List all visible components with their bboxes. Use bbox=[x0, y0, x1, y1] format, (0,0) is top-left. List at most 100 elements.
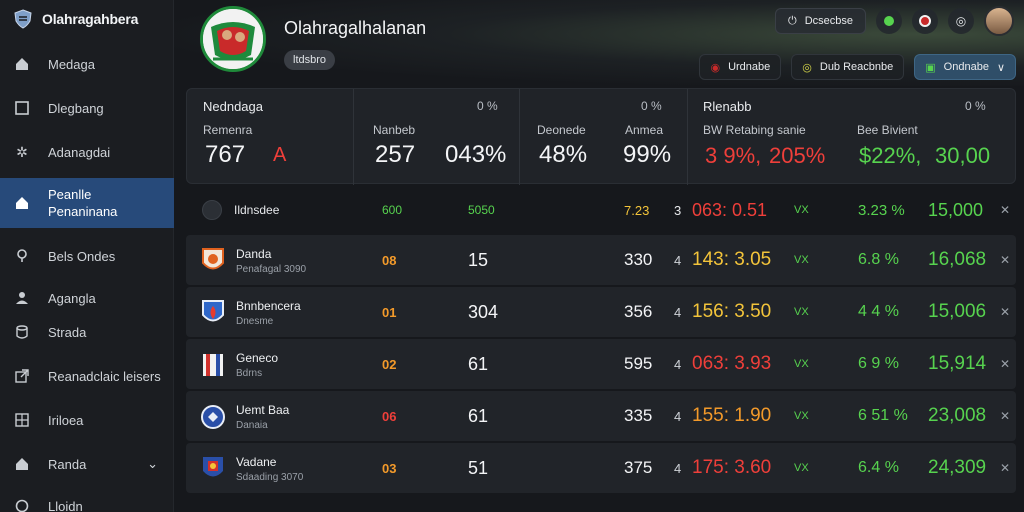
summary-panel: Nedndaga Remenra 767 A Nanbeb 0 % 257 04… bbox=[186, 88, 1016, 185]
column-header-4[interactable]: 063: 0.51 bbox=[692, 199, 768, 220]
summary-value-3: $22%, bbox=[859, 143, 922, 168]
column-header-1[interactable]: 600 bbox=[382, 203, 403, 217]
sidebar-item-label-2: Penaninana bbox=[48, 204, 118, 219]
vx-label: VX bbox=[794, 358, 809, 370]
summary-section-4: Rlenabb 0 % BW Retabing sanie Bee Bivien… bbox=[703, 89, 1003, 185]
page-title: Olahragalhalanan bbox=[284, 18, 427, 38]
sidebar-item-bels-ondes[interactable]: Bels Ondes bbox=[0, 234, 174, 278]
table-row[interactable]: Geneco Bdrns 02 61 595 4 063: 3.93 VX 6 … bbox=[186, 339, 1016, 389]
sidebar-item-medaga[interactable]: Medaga bbox=[0, 42, 174, 86]
vx-label: VX bbox=[794, 254, 809, 266]
column-header-team[interactable]: Ildnsdee bbox=[234, 203, 280, 217]
odds-value[interactable]: 175: 3.60 bbox=[692, 457, 772, 478]
value-cell: 356 bbox=[624, 302, 653, 321]
team-name[interactable]: Uemt Baa bbox=[236, 403, 290, 417]
change-value: 4 4 % bbox=[858, 303, 899, 320]
table-row[interactable]: Vadane Sdaading 3070 03 51 375 4 175: 3.… bbox=[186, 443, 1016, 493]
column-header-3[interactable]: 7.23 bbox=[624, 202, 650, 218]
sidebar-item-agangla[interactable]: Agangla bbox=[0, 276, 174, 320]
summary-section-3: Deonede Anmea 0 % 48% 99% bbox=[537, 89, 687, 185]
header-tag[interactable]: ltdsbro bbox=[284, 50, 336, 70]
odds-value[interactable]: 156: 3.50 bbox=[692, 301, 772, 322]
divider bbox=[353, 89, 354, 185]
sub-button-ondnabe[interactable]: ▣ Ondnabe ∨ bbox=[914, 54, 1016, 80]
sidebar-item-label: Peanlle bbox=[48, 187, 92, 202]
sub-button-urdnabe[interactable]: ◉ Urdnabe bbox=[699, 54, 782, 80]
sidebar-item-dlegbang[interactable]: Dlegbang bbox=[0, 86, 174, 130]
team-sub: Penafagal 3090 bbox=[236, 264, 307, 275]
sidebar-item-label: Bels Ondes bbox=[48, 248, 116, 264]
summary-value-4: 30,00 bbox=[935, 143, 991, 168]
flame-shield-icon bbox=[200, 299, 226, 327]
team-name[interactable]: Bnnbencera bbox=[236, 299, 301, 313]
user-icon bbox=[14, 290, 30, 306]
summary-pct: 0 % bbox=[477, 99, 498, 113]
close-icon[interactable]: ✕ bbox=[1000, 461, 1011, 475]
value-cell: 375 bbox=[624, 458, 653, 477]
team-sub: Sdaading 3070 bbox=[236, 472, 304, 483]
close-icon[interactable]: ✕ bbox=[1000, 409, 1011, 423]
filter-icon[interactable] bbox=[202, 188, 222, 232]
gear-icon: ✲ bbox=[16, 143, 28, 160]
sidebar-item-strada[interactable]: Strada bbox=[0, 310, 174, 354]
mark-cell: 4 bbox=[674, 356, 682, 372]
circle-icon bbox=[14, 498, 30, 512]
points-value: 15 bbox=[468, 249, 489, 270]
table-row[interactable]: Uemt Baa Danaia 06 61 335 4 155: 1.90 VX… bbox=[186, 391, 1016, 441]
sidebar-item-label: Agangla bbox=[48, 290, 96, 306]
avatar[interactable] bbox=[984, 6, 1014, 36]
team-name[interactable]: Geneco bbox=[236, 351, 279, 365]
value-cell: 330 bbox=[624, 250, 653, 269]
chevron-down-icon[interactable]: ⌄ bbox=[147, 456, 158, 471]
change-value: 6 51 % bbox=[858, 407, 908, 424]
status-icon[interactable] bbox=[876, 8, 902, 34]
sub-actions: ◉ Urdnabe ◎ Dub Reacbnbe ▣ Ondnabe ∨ bbox=[699, 54, 1016, 80]
points-value: 51 bbox=[468, 457, 489, 478]
change-value: 6.8 % bbox=[858, 251, 899, 268]
settings-icon[interactable]: ◎ bbox=[948, 8, 974, 34]
close-icon[interactable]: ✕ bbox=[1000, 357, 1011, 371]
pin-icon bbox=[14, 248, 30, 264]
odds-value[interactable]: 143: 3.05 bbox=[692, 249, 772, 270]
top-actions: ⏻ Dcsecbse ◎ bbox=[775, 6, 1014, 36]
brand[interactable]: Olahragahbera bbox=[12, 8, 138, 30]
sidebar-item-lloidn[interactable]: Lloidn bbox=[0, 484, 174, 512]
team-name[interactable]: Vadane bbox=[236, 455, 277, 469]
points-value: 61 bbox=[468, 353, 489, 374]
rank-value: 06 bbox=[382, 408, 397, 424]
table-row[interactable]: Bnnbencera Dnesme 01 304 356 4 156: 3.50… bbox=[186, 287, 1016, 337]
sidebar-item-iriloea[interactable]: Iriloea bbox=[0, 398, 174, 442]
mark-cell: 4 bbox=[674, 252, 682, 268]
close-icon[interactable]: ✕ bbox=[1000, 305, 1011, 319]
rank-value: 03 bbox=[382, 460, 397, 476]
summary-value: 48% bbox=[539, 141, 588, 168]
sidebar-item-reanadclaic[interactable]: Reanadclaic leisers bbox=[0, 354, 174, 398]
odds-value[interactable]: 155: 1.90 bbox=[692, 405, 772, 426]
mark-cell: 4 bbox=[674, 304, 682, 320]
column-header-2[interactable]: 5050 bbox=[468, 203, 495, 217]
summary-pct: 0 % bbox=[965, 99, 986, 113]
page-header: Olahragalhalanan ltdsbro ⏻ Dcsecbse ◎ ◉ … bbox=[174, 0, 1024, 86]
flag-icon[interactable] bbox=[912, 8, 938, 34]
column-header-7[interactable]: 15,000 bbox=[928, 199, 984, 220]
sidebar-item-randa[interactable]: Randa ⌄ bbox=[0, 442, 174, 486]
column-header-5[interactable]: VX bbox=[794, 204, 809, 216]
close-icon[interactable]: ✕ bbox=[1000, 203, 1011, 217]
square-icon bbox=[14, 100, 30, 116]
odds-value[interactable]: 063: 3.93 bbox=[692, 353, 772, 374]
table-row[interactable]: Danda Penafagal 3090 08 15 330 4 143: 3.… bbox=[186, 235, 1016, 285]
circle-icon: ◎ bbox=[802, 61, 812, 74]
value-cell: 595 bbox=[624, 354, 653, 373]
shield-logo-icon bbox=[12, 8, 34, 30]
sub-button-reacbnbe[interactable]: ◎ Dub Reacbnbe bbox=[791, 54, 905, 80]
sidebar-item-peanlle[interactable]: Peanlle Penaninana bbox=[0, 178, 174, 228]
close-icon[interactable]: ✕ bbox=[1000, 253, 1011, 267]
team-name[interactable]: Danda bbox=[236, 247, 272, 261]
sidebar: Olahragahbera Medaga Dlegbang ✲ Adanagda… bbox=[0, 0, 174, 512]
grid-icon bbox=[14, 412, 30, 428]
top-action-button[interactable]: ⏻ Dcsecbse bbox=[775, 8, 866, 34]
sidebar-item-label: Reanadclaic leisers bbox=[48, 368, 161, 384]
column-header-6[interactable]: 3.23 % bbox=[858, 201, 905, 219]
summary-sub: Deonede bbox=[537, 123, 586, 137]
sidebar-item-adanagdai[interactable]: ✲ Adanagdai bbox=[0, 130, 174, 174]
